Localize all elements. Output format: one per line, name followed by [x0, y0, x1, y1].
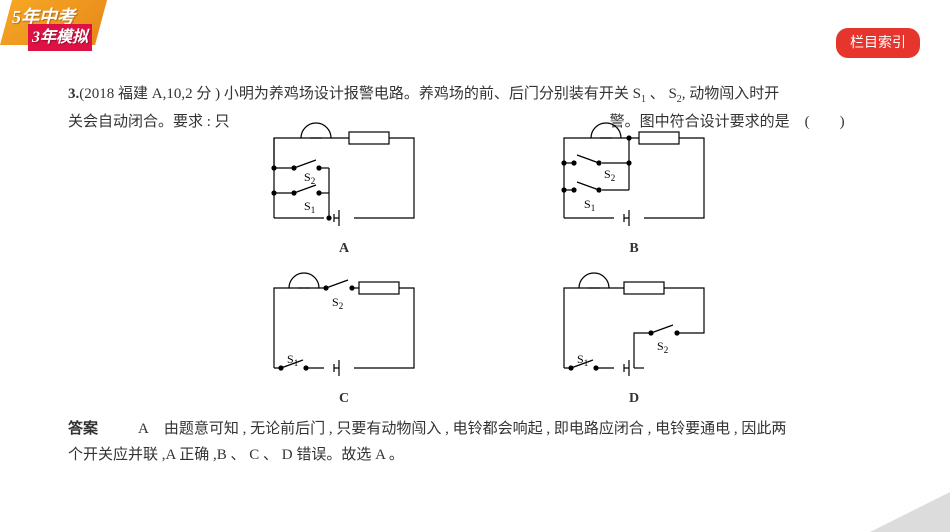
svg-text:S1: S1 [584, 197, 595, 213]
switch-s2: S2 [668, 86, 681, 102]
diagram-label-c: C [259, 387, 429, 411]
question-number: 3. [68, 86, 79, 102]
switch-s1: S1 [633, 86, 646, 102]
answer-letter: A [138, 421, 149, 437]
answer-label: 答案 [68, 421, 98, 437]
diagram-b: S2 S1 B [549, 118, 719, 261]
answer-block: 答案 A 由题意可知 , 无论前后门 , 只要有动物闯入 , 电铃都会响起 , 即… [68, 417, 910, 468]
svg-text:S2: S2 [604, 167, 615, 183]
diagram-label-a: A [259, 237, 429, 261]
answer-text-1: 由题意可知 , 无论前后门 , 只要有动物闯入 , 电铃都会响起 , 即电路应闭… [149, 421, 787, 437]
diagram-row-2: S2 S1 C [68, 268, 910, 411]
brand-logo: 5年中考 3年模拟 [0, 0, 110, 55]
diagram-label-b: B [549, 237, 719, 261]
diagram-a: S2 S1 A [259, 118, 429, 261]
answer-line-2: 个开关应并联 ,A 正确 ,B 、 C 、 D 错误。故选 A 。 [68, 443, 910, 469]
svg-text:S1: S1 [577, 352, 588, 368]
question-text-1a: 小明为养鸡场设计报警电路。养鸡场的前、后门分别装有开关 [220, 86, 633, 102]
question-source: (2018 福建 A,10,2 分 ) [79, 86, 220, 102]
question-text-1c: , 动物闯入时开 [682, 86, 780, 102]
question-line-1: 3.(2018 福建 A,10,2 分 ) 小明为养鸡场设计报警电路。养鸡场的前… [68, 82, 910, 108]
diagram-c: S2 S1 C [259, 268, 429, 411]
answer-line-1: 答案 A 由题意可知 , 无论前后门 , 只要有动物闯入 , 电铃都会响起 , 即… [68, 417, 910, 443]
svg-text:S2: S2 [304, 170, 315, 186]
logo-line-2: 3年模拟 [28, 24, 92, 51]
page-content: 3.(2018 福建 A,10,2 分 ) 小明为养鸡场设计报警电路。养鸡场的前… [68, 82, 910, 468]
svg-text:S2: S2 [332, 295, 343, 311]
diagram-d: S2 S1 D [549, 268, 719, 411]
svg-text:S1: S1 [304, 199, 315, 215]
diagram-row-1: S2 S1 A [68, 118, 910, 261]
svg-text:S1: S1 [287, 352, 298, 368]
question-text-1b: 、 [646, 86, 669, 102]
corner-fold [870, 492, 950, 532]
svg-text:S2: S2 [657, 339, 668, 355]
question-line-2: 关会自动闭合。要求 : 只警。图中符合设计要求的是 ( ) [68, 110, 910, 136]
section-index-tab[interactable]: 栏目索引 [836, 28, 920, 58]
diagram-label-d: D [549, 387, 719, 411]
question-line-2a: 关会自动闭合。要求 : 只 [68, 114, 230, 130]
